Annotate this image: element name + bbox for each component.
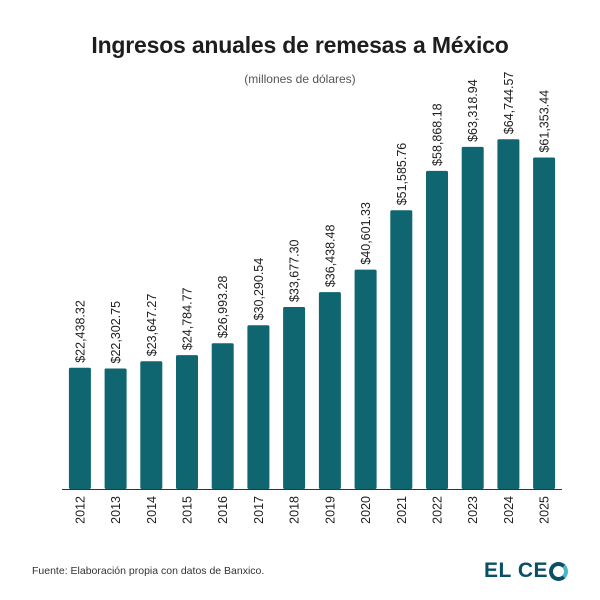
bar-2013 [104, 368, 127, 489]
logo-text: EL CE [484, 559, 548, 582]
value-label-2020: $40,601.33 [359, 202, 373, 265]
bar-2018 [283, 307, 306, 489]
value-label-2024: $64,744.57 [502, 72, 516, 135]
bar-2020 [354, 269, 377, 489]
bar-2015 [176, 355, 198, 489]
x-tick-label-2017: 2017 [252, 496, 266, 524]
bar-2025 [533, 157, 556, 489]
x-tick-label-2023: 2023 [466, 496, 480, 524]
value-label-2025: $61,353.44 [538, 90, 552, 153]
value-label-2021: $51,585.76 [395, 143, 409, 206]
x-tick-label-2024: 2024 [502, 496, 516, 524]
x-tick-label-2016: 2016 [216, 496, 230, 524]
brand-logo: EL CE [484, 559, 568, 583]
x-tick-label-2020: 2020 [359, 496, 373, 524]
x-tick-label-2019: 2019 [323, 496, 337, 524]
x-tick-label-2015: 2015 [181, 496, 195, 524]
value-label-2017: $30,290.54 [252, 258, 266, 321]
value-label-2022: $58,868.18 [431, 103, 445, 166]
logo-o-icon [549, 561, 568, 581]
chart-title: Ingresos anuales de remesas a México [91, 32, 509, 58]
value-label-2014: $23,647.27 [145, 294, 159, 357]
x-tick-label-2025: 2025 [538, 496, 552, 524]
value-label-2018: $33,677.30 [288, 239, 302, 302]
chart-subtitle: (millones de dólares) [244, 72, 356, 86]
x-tick-label-2013: 2013 [109, 496, 123, 524]
bar-2019 [318, 292, 341, 489]
x-tick-label-2022: 2022 [431, 496, 445, 524]
bar-2017 [247, 325, 270, 489]
bar-2014 [140, 361, 163, 489]
x-tick-label-2018: 2018 [288, 496, 302, 524]
bar-2016 [211, 343, 234, 489]
bar-2022 [426, 170, 448, 489]
x-tick-label-2014: 2014 [145, 496, 159, 524]
value-label-2015: $24,784.77 [181, 287, 195, 350]
x-tick-label-2012: 2012 [73, 496, 87, 524]
value-label-2019: $36,438.48 [323, 225, 337, 288]
value-label-2012: $22,438.32 [73, 300, 87, 363]
bar-2021 [390, 210, 413, 490]
bar-2023 [461, 146, 484, 489]
source-note: Fuente: Elaboración propia con datos de … [32, 565, 265, 577]
value-label-2016: $26,993.28 [216, 276, 230, 339]
value-label-2023: $63,318.94 [466, 79, 480, 142]
x-tick-label-2021: 2021 [395, 496, 409, 524]
value-label-2013: $22,302.75 [109, 301, 123, 364]
bar-2024 [497, 139, 520, 489]
bar-2012 [68, 367, 91, 489]
